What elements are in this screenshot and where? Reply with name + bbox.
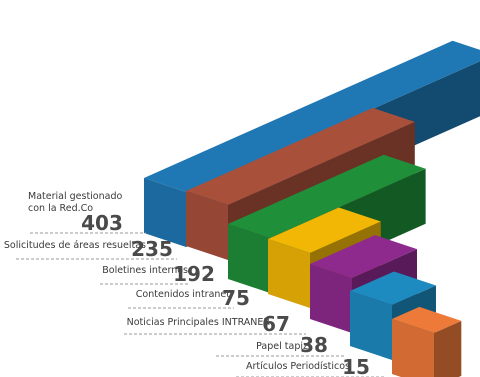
value-label: 235 xyxy=(131,237,173,261)
category-label: Material gestionado xyxy=(28,191,122,202)
bar-front-face xyxy=(350,291,392,360)
value-label: 192 xyxy=(173,262,215,286)
category-label: Papel tapiz xyxy=(256,341,308,352)
value-label: 38 xyxy=(300,333,328,357)
bar-front-face xyxy=(186,191,228,260)
bar-front-face xyxy=(310,264,352,333)
bar-front-face xyxy=(268,239,310,308)
bar-side-face xyxy=(434,320,462,377)
bar-top-face xyxy=(392,306,462,333)
category-label: Artículos Periodísticos xyxy=(246,361,350,372)
bar-front-face xyxy=(144,178,186,247)
value-label: 75 xyxy=(222,286,250,310)
value-label: 403 xyxy=(81,211,123,235)
category-label: Contenidos intranet xyxy=(136,289,230,300)
category-label: con la Red.Co xyxy=(28,203,93,214)
bar-top-face xyxy=(186,107,415,205)
category-label: Solicitudes de áreas resueltas xyxy=(4,240,146,251)
bar-top-face xyxy=(144,40,480,192)
bar-top-face xyxy=(310,235,418,278)
value-label: 15 xyxy=(342,355,370,377)
bar-7 xyxy=(392,306,462,377)
bar-front-face xyxy=(392,319,434,377)
bar-top-face xyxy=(350,271,436,305)
bar-top-face xyxy=(268,207,381,253)
category-label: Noticias Principales INTRANER xyxy=(127,317,271,328)
value-label: 67 xyxy=(262,312,290,336)
bar-front-face xyxy=(228,224,270,293)
bar-top-face xyxy=(228,154,426,238)
category-label: Boletines internos xyxy=(102,265,188,276)
